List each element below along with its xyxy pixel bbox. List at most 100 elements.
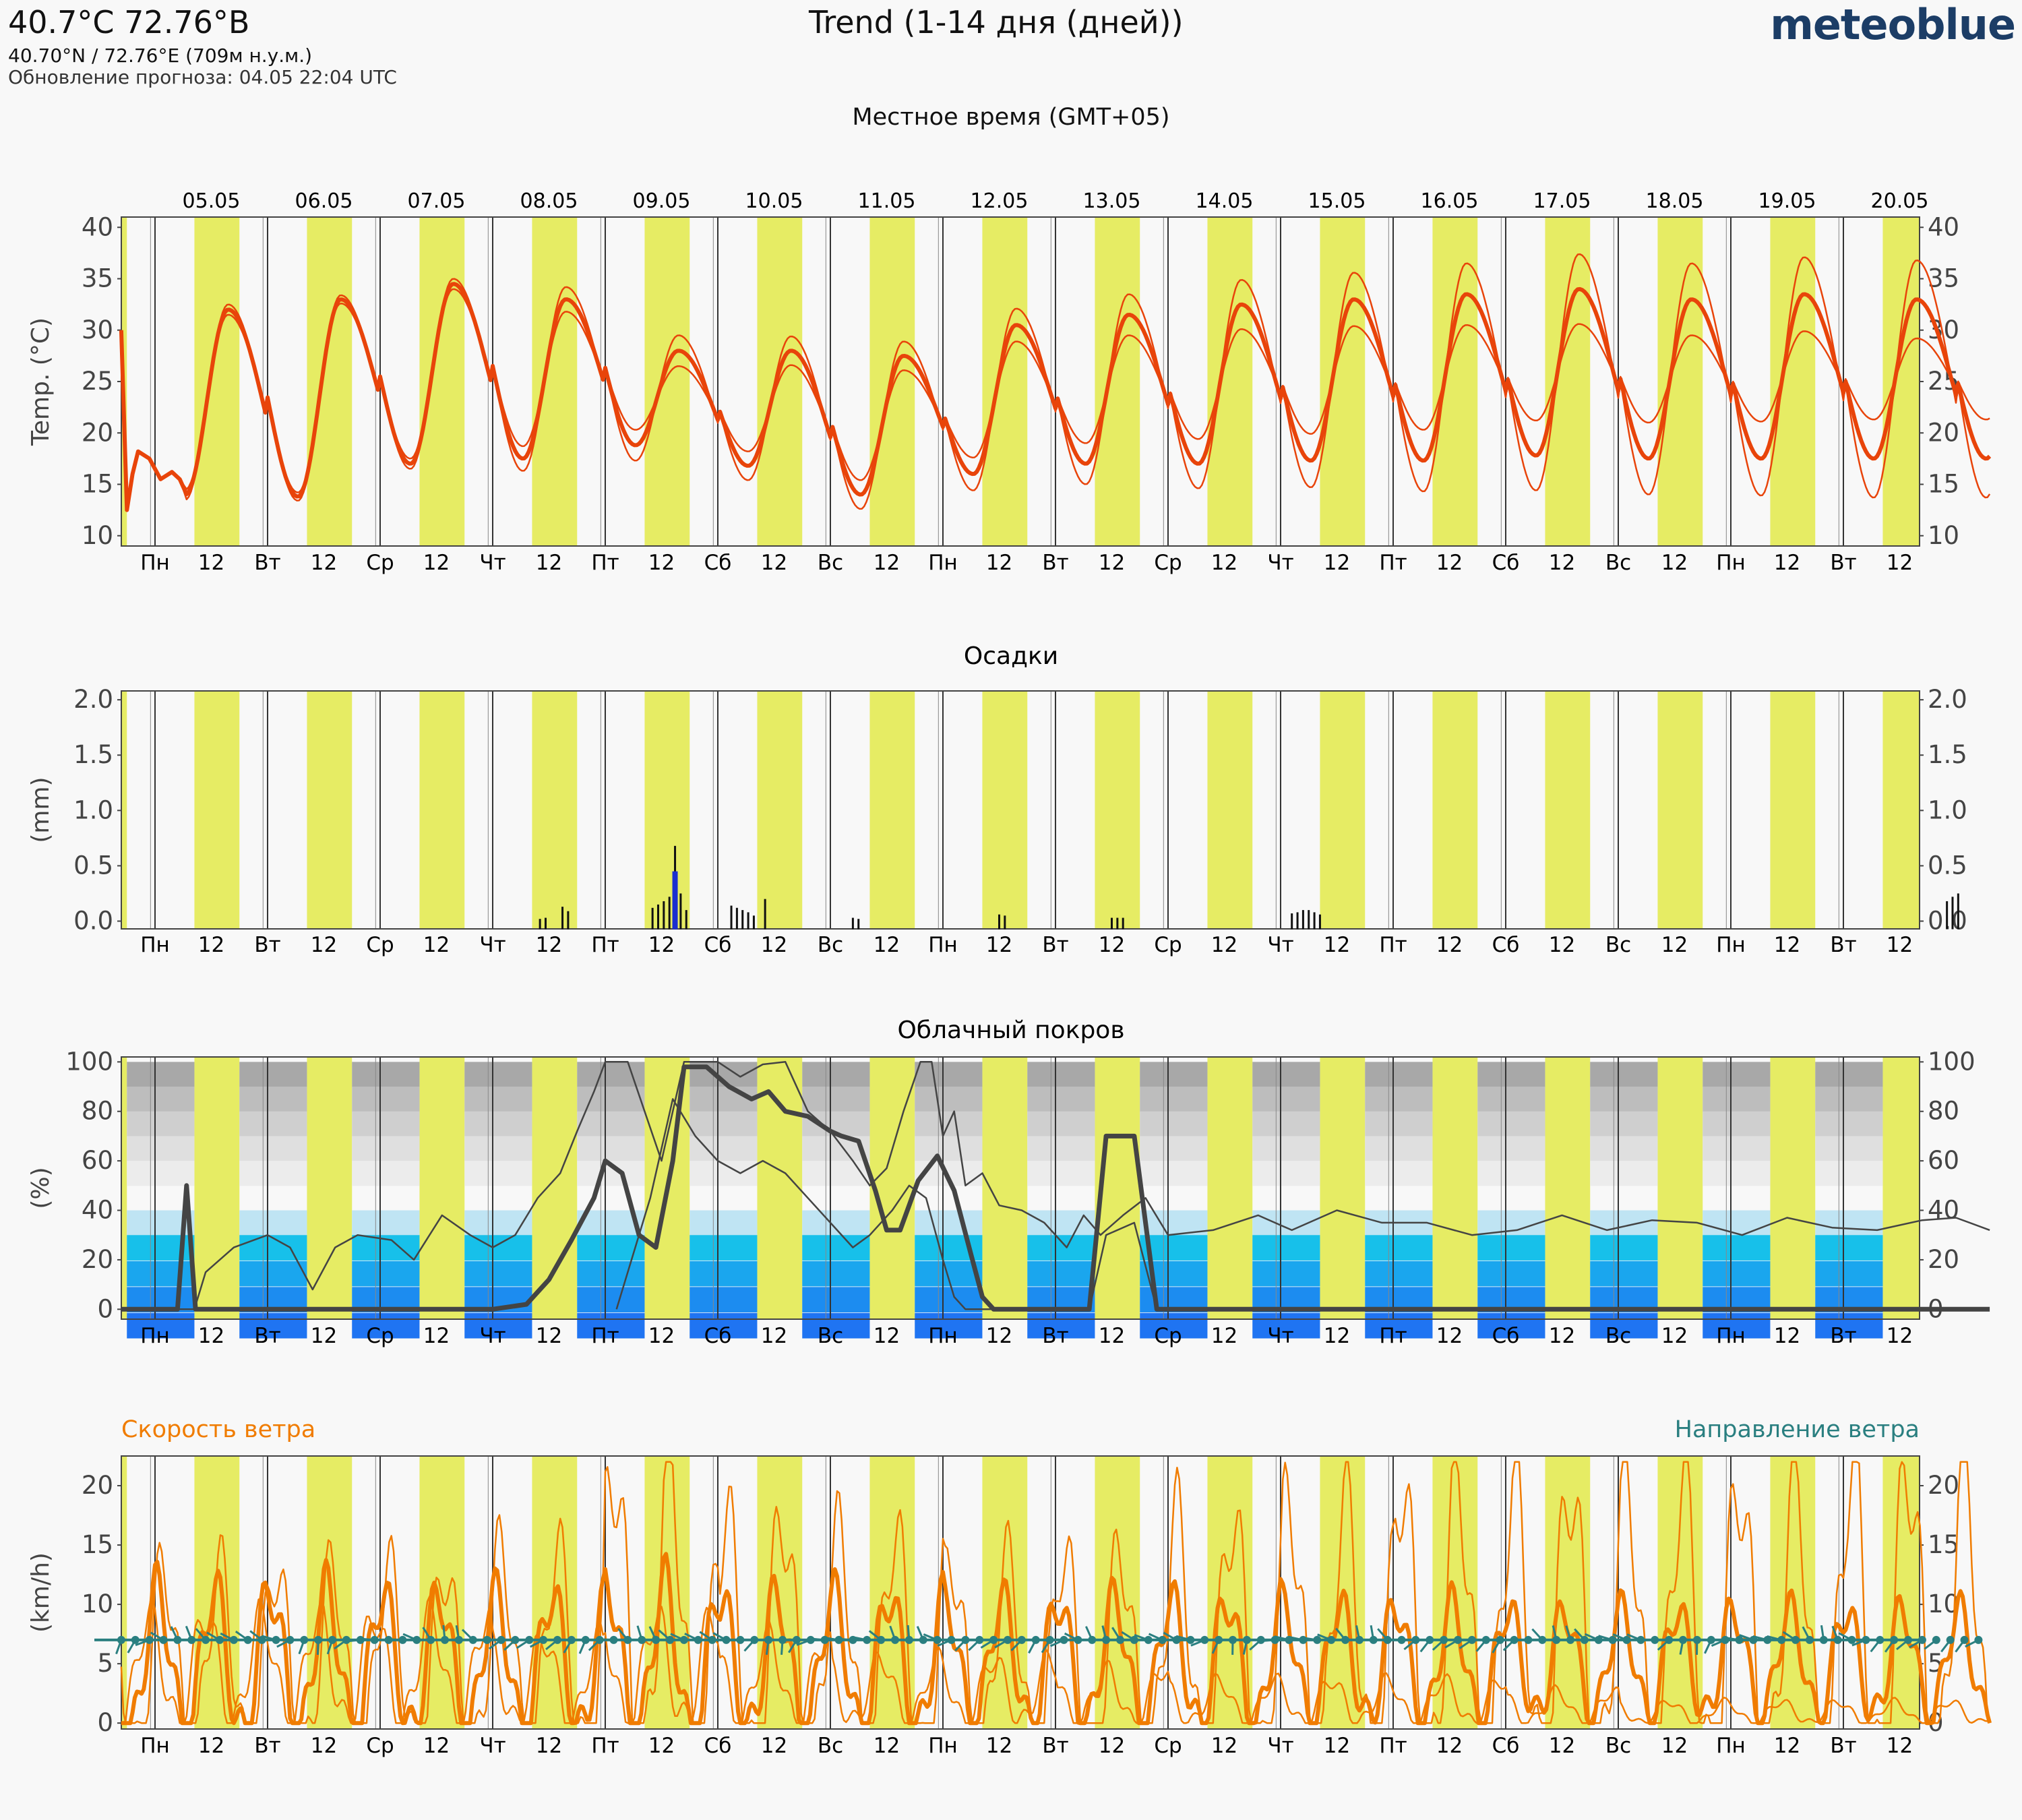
noon-label: 12: [423, 1324, 450, 1348]
low-cloud-band: [1815, 1261, 1883, 1287]
wind-barb: [402, 1633, 417, 1641]
wind-barb: [599, 1638, 614, 1641]
wind-barb: [1377, 1628, 1388, 1641]
y-tick-left: 10: [82, 521, 113, 550]
weekday-label: Вт: [1042, 1324, 1068, 1348]
high-cloud-band: [1365, 1111, 1433, 1136]
wind-barb: [359, 1637, 375, 1641]
high-cloud-band: [1365, 1161, 1433, 1186]
y-tick-left: 40: [82, 212, 113, 241]
daylight-band: [1657, 1057, 1703, 1319]
noon-label: 12: [1887, 1734, 1913, 1758]
daylight-band: [869, 691, 915, 929]
daylight-band: [532, 1057, 578, 1319]
cloud-mean-line: [121, 1064, 1990, 1312]
wind-barb: [1432, 1639, 1445, 1651]
high-cloud-band: [239, 1111, 307, 1136]
high-cloud-band: [1815, 1062, 1883, 1087]
high-cloud-band: [127, 1161, 195, 1186]
noon-label: 12: [1774, 1734, 1800, 1758]
y-tick-left: 0.5: [73, 851, 113, 880]
date-label: 07.05: [408, 189, 466, 213]
low-cloud-band: [1703, 1261, 1771, 1287]
high-cloud-band: [1140, 1161, 1208, 1186]
wind-direction-legend: Направление ветра: [1675, 1416, 1920, 1443]
noon-label: 12: [761, 551, 787, 575]
wind-barb: [670, 1633, 685, 1641]
daylight-band: [1207, 691, 1253, 929]
low-cloud-band: [352, 1210, 420, 1236]
noon-label: 12: [1436, 933, 1463, 957]
wind-barb: [1064, 1632, 1079, 1641]
high-cloud-band: [464, 1161, 532, 1186]
wind-barb: [185, 1625, 193, 1641]
low-cloud-band: [1252, 1235, 1320, 1261]
date-label: 18.05: [1646, 189, 1704, 213]
date-label: 11.05: [858, 189, 916, 213]
daylight-band: [1320, 1057, 1366, 1319]
noon-label: 12: [1324, 1324, 1350, 1348]
y-tick-right: 40: [1928, 212, 1959, 241]
wind-barb: [298, 1639, 305, 1655]
wind-barb: [1585, 1633, 1599, 1641]
weekday-label: Пн: [140, 1734, 170, 1758]
wind-barb: [1419, 1639, 1431, 1653]
low-cloud-band: [1027, 1210, 1095, 1236]
wind-barb: [658, 1629, 671, 1641]
noon-label: 12: [423, 1734, 450, 1758]
noon-label: 12: [311, 933, 337, 957]
cloud-cover-panel: Облачный покров Пн 12 Вт 12 Ср 12 Чт 12 Пт 12 Сб 12 В…: [27, 1017, 1990, 1348]
brand-logo[interactable]: meteoblue: [1770, 0, 2016, 49]
weekday-label: Ср: [1154, 551, 1182, 575]
wind-barb: [1335, 1627, 1347, 1641]
low-cloud-band: [1477, 1235, 1545, 1261]
low-cloud-band: [352, 1261, 420, 1287]
wind-barb: [617, 1628, 629, 1641]
wind-barb: [1802, 1626, 1811, 1641]
daylight-band: [982, 691, 1028, 929]
wind-barb: [442, 1625, 446, 1641]
wind-barb: [1492, 1639, 1501, 1654]
low-cloud-band: [690, 1312, 758, 1339]
daylight-band: [121, 1456, 127, 1729]
daylight-band: [1882, 1057, 1920, 1319]
precip-bar: [663, 901, 665, 930]
noon-label: 12: [648, 551, 675, 575]
plot-frame: [121, 1056, 1920, 1320]
y-tick-right: 20: [1928, 1471, 1959, 1500]
low-cloud-band: [690, 1287, 758, 1312]
high-cloud-band: [464, 1111, 532, 1136]
y-tick-left: 1.5: [73, 740, 113, 769]
wind-barb: [725, 1639, 741, 1642]
high-cloud-band: [464, 1087, 532, 1112]
wind-barb: [1574, 1628, 1586, 1641]
noon-label: 12: [1549, 551, 1575, 575]
date-label: 15.05: [1308, 189, 1366, 213]
noon-label: 12: [986, 551, 1012, 575]
wind-barb: [824, 1636, 839, 1641]
daylight-band: [1207, 1057, 1253, 1319]
y-tick-left: 20: [82, 1471, 113, 1500]
precip-bar: [1946, 901, 1949, 930]
precip-bar: [685, 910, 687, 930]
low-cloud-band: [1252, 1312, 1320, 1339]
wind-barb: [1909, 1639, 1923, 1649]
low-cloud-band: [239, 1261, 307, 1287]
noon-label: 12: [311, 551, 337, 575]
wind-barb: [316, 1639, 319, 1655]
weekday-label: Вс: [1605, 1324, 1631, 1348]
y-tick-left: 5: [97, 1649, 113, 1678]
date-label: 12.05: [971, 189, 1029, 213]
weekday-label: Вт: [1830, 1324, 1856, 1348]
wind-barb: [115, 1639, 123, 1655]
weekday-label: Пт: [591, 933, 619, 957]
wind-barb: [1049, 1639, 1065, 1647]
wind-barb: [937, 1639, 952, 1647]
weekday-label: Сб: [1492, 1734, 1520, 1758]
y-tick-left: 2.0: [73, 685, 113, 714]
high-cloud-band: [239, 1062, 307, 1087]
daylight-band: [532, 217, 578, 546]
high-cloud-band: [802, 1062, 870, 1087]
high-cloud-band: [1703, 1062, 1771, 1087]
high-cloud-band: [352, 1087, 420, 1112]
